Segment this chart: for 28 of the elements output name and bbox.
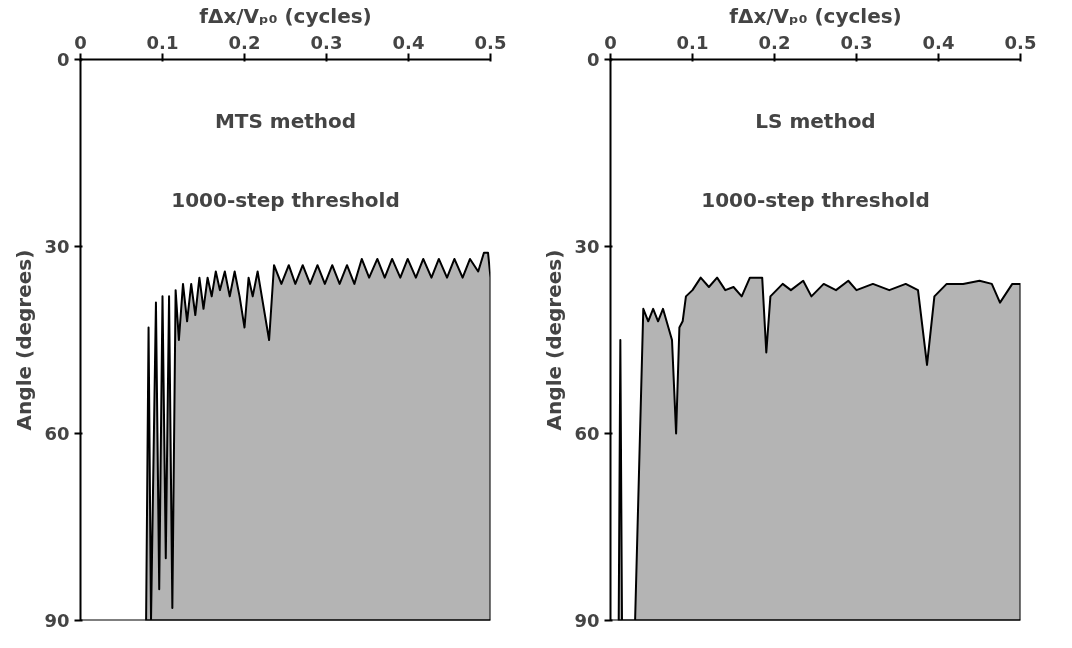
x-tick-label: 0.5 bbox=[474, 31, 507, 53]
x-tick-label: 0.4 bbox=[392, 31, 425, 53]
x-tick-label: 0.3 bbox=[310, 31, 343, 53]
x-tick-label: 0 bbox=[604, 31, 617, 53]
x-tick-label: 0.2 bbox=[228, 31, 261, 53]
x-axis-title: fΔx/Vₚ₀ (cycles) bbox=[729, 3, 902, 28]
x-tick-label: 0.2 bbox=[758, 31, 791, 53]
y-axis-title: Angle (degrees) bbox=[12, 249, 37, 431]
x-tick-label: 0.5 bbox=[1004, 31, 1037, 53]
y-tick-label: 90 bbox=[44, 610, 70, 631]
y-tick-label: 90 bbox=[574, 610, 600, 631]
x-tick-label: 0.4 bbox=[922, 31, 955, 53]
y-axis-title: Angle (degrees) bbox=[542, 249, 567, 431]
annotation: 1000-step threshold bbox=[171, 187, 400, 212]
x-tick-label: 0.1 bbox=[676, 31, 709, 53]
y-tick-label: 30 bbox=[574, 236, 600, 257]
annotation: 1000-step threshold bbox=[701, 187, 930, 212]
x-axis-title: fΔx/Vₚ₀ (cycles) bbox=[199, 3, 372, 28]
y-tick-label: 0 bbox=[56, 49, 70, 70]
x-tick-label: 0 bbox=[74, 31, 87, 53]
y-tick-label: 0 bbox=[586, 49, 600, 70]
annotation: LS method bbox=[755, 109, 876, 134]
y-tick-label: 60 bbox=[44, 423, 70, 444]
annotation: MTS method bbox=[214, 109, 357, 134]
y-tick-label: 30 bbox=[44, 236, 70, 257]
y-tick-label: 60 bbox=[574, 423, 600, 444]
x-tick-label: 0.1 bbox=[146, 31, 179, 53]
x-tick-label: 0.3 bbox=[840, 31, 873, 53]
